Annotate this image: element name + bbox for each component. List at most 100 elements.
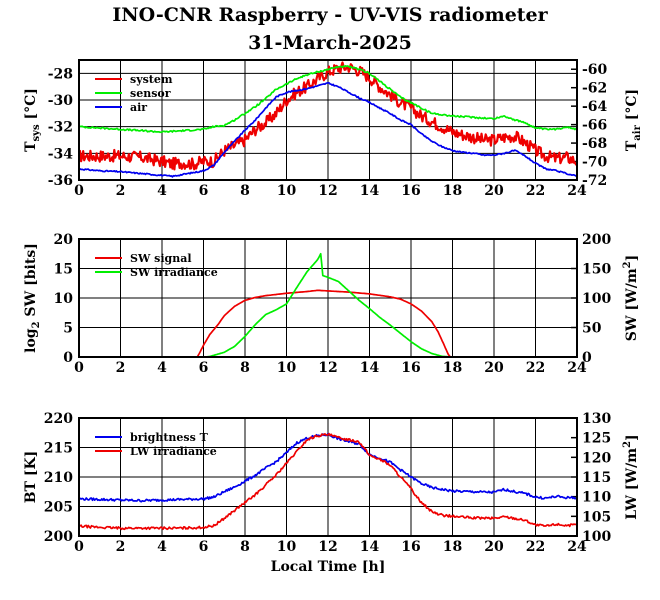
panel-temperatures: -60-62-64-66-68-70-72-28-30-32-34-360 2 4 6… [48, 59, 608, 199]
x-tick-label: 18 [443, 183, 462, 199]
y-tick-right: -72 [582, 173, 607, 189]
plot-frame [78, 59, 578, 181]
legend-label: sensor [130, 87, 171, 100]
y-tick-right: -64 [582, 99, 608, 115]
y-axis-label-left: log2 SW [bits] [23, 243, 42, 353]
x-tick-label: 14 [360, 360, 380, 376]
x-tick-label: 2 [116, 360, 126, 376]
legend-label: system [130, 73, 173, 86]
x-tick-label: 0 [74, 183, 84, 199]
y-tick-right: 200 [582, 232, 611, 248]
x-tick-label: 6 [199, 183, 209, 199]
x-tick-label: 8 [240, 183, 250, 199]
y-tick-left: -36 [48, 173, 73, 189]
y-tick-right: 150 [582, 262, 611, 278]
y-axis-label-right: LW [W/m2] [622, 434, 640, 519]
panels: -60-62-64-66-68-70-72-28-30-32-34-360 2 4 6… [23, 59, 643, 555]
y-axis-label-left: BT [K] [23, 451, 39, 504]
x-tick-label: 0 [74, 539, 84, 555]
y-tick-left: 0 [63, 350, 73, 366]
y-tick-right: 110 [582, 490, 611, 506]
plot-frame [78, 417, 578, 537]
x-tick-label: 10 [277, 360, 297, 376]
x-tick-label: 16 [401, 360, 420, 376]
y-tick-right: 130 [582, 411, 611, 427]
y-tick-left: 205 [44, 500, 73, 516]
y-tick-right: 100 [582, 529, 611, 545]
chart-title: INO-CNR Raspberry - UV-VIS radiometer [112, 4, 548, 26]
y-tick-left: -28 [48, 66, 73, 82]
y-tick-right: -66 [582, 118, 607, 134]
x-tick-label: 4 [157, 539, 167, 555]
x-tick-label: 2 [116, 539, 126, 555]
legend-label: brightness T [130, 431, 209, 444]
y-tick-left: 5 [63, 321, 73, 337]
series-line-system [78, 61, 578, 171]
x-tick-label: 2 [116, 183, 126, 199]
x-tick-label: 12 [318, 539, 337, 555]
y-tick-right: 105 [582, 509, 611, 525]
plot-frame [78, 238, 578, 358]
x-tick-label: 8 [240, 360, 250, 376]
y-tick-right: 120 [582, 450, 611, 466]
legend-label: SW irradiance [130, 266, 218, 279]
legend-label: air [130, 101, 147, 114]
y-tick-left: 10 [54, 291, 74, 307]
y-tick-left: 210 [44, 470, 73, 486]
x-tick-label: 4 [157, 183, 167, 199]
x-tick-label: 12 [318, 360, 337, 376]
x-tick-label: 14 [360, 183, 380, 199]
x-tick-label: 24 [567, 360, 587, 376]
y-tick-right: -60 [582, 62, 608, 78]
x-tick-label: 20 [484, 539, 504, 555]
x-tick-label: 14 [360, 539, 380, 555]
y-tick-left: 220 [44, 411, 73, 427]
y-tick-left: 215 [44, 441, 73, 457]
y-tick-right: 125 [582, 431, 611, 447]
x-tick-label: 22 [526, 360, 545, 376]
y-axis-label-left: Tsys [°C] [23, 88, 42, 152]
x-tick-label: 16 [401, 183, 420, 199]
y-tick-right: 50 [582, 321, 602, 337]
series-line-LW-irradiance [78, 432, 578, 531]
x-tick-label: 24 [567, 183, 587, 199]
y-tick-left: 200 [44, 529, 73, 545]
y-tick-right: 115 [582, 470, 611, 486]
y-axis-label-right: SW [W/m2] [622, 255, 640, 342]
x-tick-label: 0 [74, 360, 84, 376]
x-tick-label: 22 [526, 539, 545, 555]
y-tick-right: -70 [582, 155, 608, 171]
x-tick-label: 18 [443, 539, 462, 555]
x-tick-label: 10 [277, 183, 297, 199]
legend-label: LW irradiance [130, 445, 217, 458]
y-tick-left: -34 [48, 146, 74, 162]
x-tick-label: 20 [484, 360, 504, 376]
series-line-air [78, 81, 578, 178]
y-tick-right: -62 [582, 81, 607, 97]
x-axis-label: Local Time [h] [271, 559, 386, 575]
y-tick-left: 20 [54, 232, 74, 248]
x-tick-label: 20 [484, 183, 504, 199]
y-tick-right: 100 [582, 291, 611, 307]
x-tick-label: 16 [401, 539, 420, 555]
x-tick-label: 24 [567, 539, 587, 555]
y-tick-left: -32 [48, 120, 73, 136]
y-tick-left: -30 [48, 93, 74, 109]
x-tick-label: 12 [318, 183, 337, 199]
series-line-sensor [78, 65, 578, 134]
x-tick-label: 22 [526, 183, 545, 199]
x-tick-label: 10 [277, 539, 297, 555]
y-tick-right: -68 [582, 136, 607, 152]
chart-date: 31-March-2025 [248, 32, 412, 54]
y-axis-label-right: Tair [°C] [624, 89, 643, 151]
y-tick-right: 0 [582, 350, 592, 366]
x-tick-label: 4 [157, 360, 167, 376]
x-tick-label: 8 [240, 539, 250, 555]
y-tick-left: 15 [54, 262, 73, 278]
x-tick-label: 18 [443, 360, 462, 376]
x-tick-label: 6 [199, 539, 209, 555]
